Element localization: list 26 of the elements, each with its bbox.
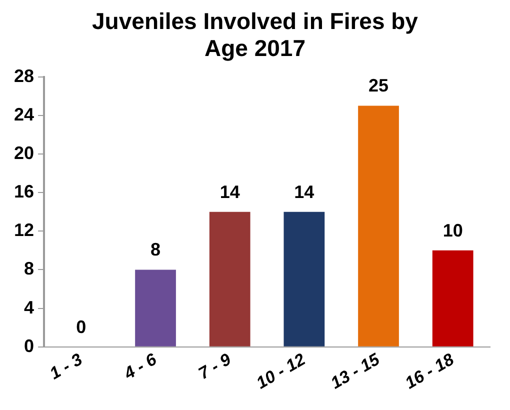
data-label: 10	[442, 220, 463, 240]
y-tick-label: 8	[24, 258, 34, 279]
x-tick-label: 13 - 15	[328, 350, 384, 393]
data-label: 14	[220, 182, 240, 202]
y-tick-label: 24	[14, 104, 34, 124]
bar	[432, 250, 474, 346]
bar	[135, 270, 176, 346]
chart-title: Juveniles Involved in Fires by Age 2017	[91, 8, 419, 62]
bar	[209, 212, 250, 346]
data-label: 14	[294, 182, 314, 202]
x-tick-label: 1 - 3	[46, 350, 86, 384]
bar	[284, 212, 325, 346]
y-tick-label: 16	[14, 182, 34, 202]
y-tick-label: 28	[14, 66, 34, 86]
data-label: 25	[368, 76, 389, 96]
data-label: 0	[76, 316, 86, 337]
data-label: 8	[150, 240, 161, 260]
x-tick-label: 7 - 9	[195, 350, 235, 384]
y-tick-label: 12	[14, 220, 34, 240]
y-tick-label: 4	[24, 297, 34, 318]
x-tick-label: 16 - 18	[402, 350, 458, 393]
x-tick-label: 4 - 6	[120, 350, 160, 384]
x-tick-label: 10 - 12	[253, 350, 309, 393]
bar	[358, 106, 399, 346]
y-tick-label: 0	[24, 336, 34, 356]
y-tick-label: 20	[14, 142, 34, 163]
